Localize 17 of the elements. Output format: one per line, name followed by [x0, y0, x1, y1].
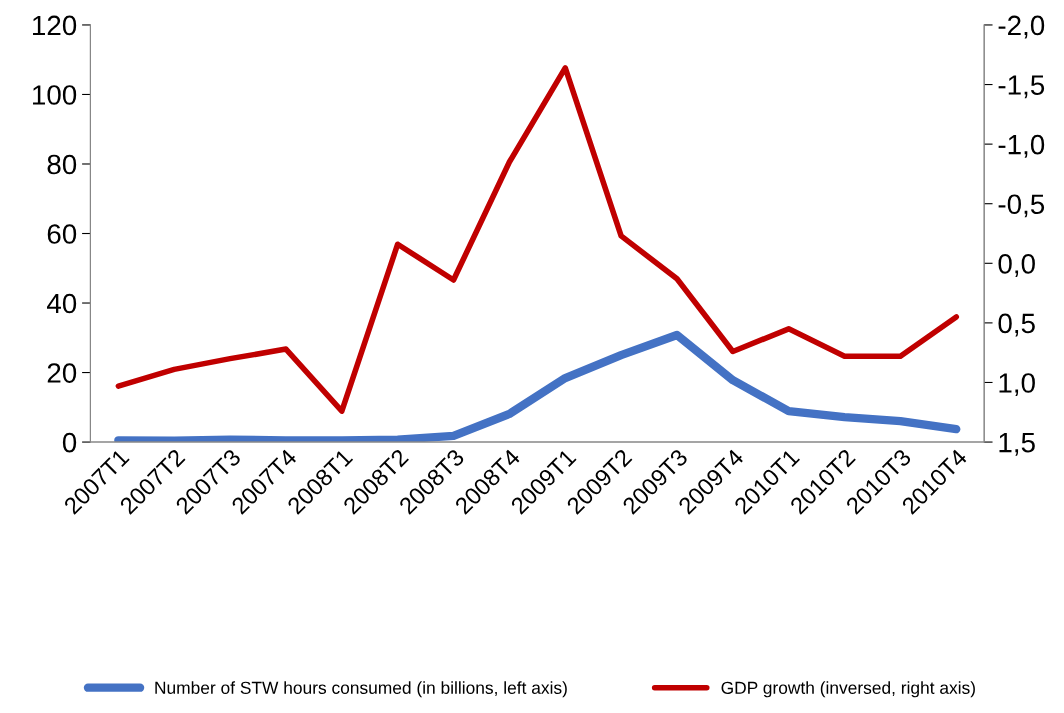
y-tick-label: 0: [62, 432, 77, 453]
y-tick-label: 80: [47, 154, 77, 175]
y2-tick-label: -2,0: [998, 15, 1045, 39]
y-tick-label: 100: [33, 85, 77, 105]
y-tick-label: 60: [47, 224, 77, 244]
y2-tick-label: 1,0: [999, 373, 1035, 397]
y2-tick-label: -1,5: [998, 75, 1045, 99]
y2-tick-label: -1,0: [998, 134, 1045, 158]
y2-tick-label: 0,5: [998, 313, 1035, 337]
legend-label: Number of STW hours consumed (in billions, left axis): [155, 681, 567, 698]
y2-tick-label: -0,5: [998, 194, 1045, 218]
y2-tick-label: 0,0: [998, 253, 1035, 277]
y-tick-label: 120: [33, 15, 77, 36]
y-tick-label: 20: [47, 363, 77, 383]
y-tick-label: 40: [46, 293, 77, 314]
legend-label: GDP growth (inversed, right axis): [721, 681, 975, 698]
y2-tick-label: 1,5: [999, 433, 1035, 456]
